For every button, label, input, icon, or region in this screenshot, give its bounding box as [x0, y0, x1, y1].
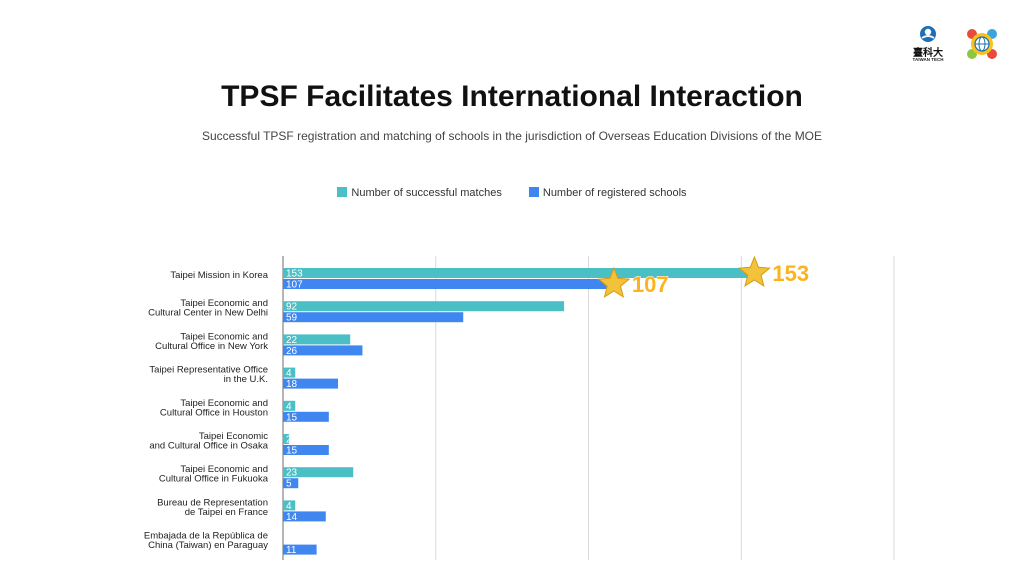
category-label: Taipei Economic and Cultural Office in Ne…	[155, 331, 268, 352]
category-label: Bureau de Representation de Taipei en Fra…	[157, 497, 268, 518]
legend-label-matches: Number of successful matches	[351, 187, 502, 200]
data-label-matches: 153	[286, 269, 303, 280]
category-label: Taipei Mission in Korea	[170, 270, 268, 281]
category-label: Taipei Economic and Cultural Center in Ne…	[148, 298, 268, 319]
data-label-matches: 2	[286, 435, 292, 446]
category-label: Taipei Representative Office in the U.K.	[149, 365, 268, 386]
bar-matches	[283, 467, 354, 478]
data-label-registered: 107	[286, 280, 303, 291]
bar-registered	[283, 511, 326, 522]
bar-registered	[283, 411, 329, 422]
bar-matches	[283, 367, 296, 378]
bar-registered	[283, 544, 317, 555]
taiwan-tech-emblem-icon	[920, 26, 936, 42]
taiwan-tech-logo: 臺科大 TAIWAN TECH	[908, 22, 948, 66]
data-label-registered: 18	[286, 379, 298, 390]
bar-registered	[283, 378, 338, 389]
bar-registered	[283, 478, 299, 489]
legend-swatch-matches	[337, 187, 348, 198]
category-label: Taipei Economic and Cultural Office in Fu…	[159, 464, 269, 485]
data-label-matches: 23	[286, 468, 298, 479]
data-label-matches: 4	[286, 368, 292, 379]
data-label-registered: 14	[286, 512, 298, 523]
highlight-value-label: 153	[772, 261, 809, 286]
data-label-registered: 26	[286, 346, 298, 357]
bar-matches	[283, 268, 751, 278]
legend-item-registered: Number of registered schools	[528, 187, 687, 200]
bar-registered	[283, 445, 329, 455]
globe-logo-icon	[967, 29, 997, 59]
legend-item-matches: Number of successful matches	[337, 187, 502, 200]
data-label-registered: 11	[286, 545, 297, 556]
data-label-matches: 4	[286, 401, 292, 412]
bar-registered	[283, 279, 610, 289]
highlight-star-icon	[597, 266, 631, 298]
category-label: Taipei Economic and Cultural Office in Ho…	[160, 398, 268, 419]
bar-matches	[283, 500, 296, 511]
taiwan-tech-en-label: TAIWAN TECH	[912, 57, 944, 62]
legend-label-registered: Number of registered schools	[542, 187, 687, 200]
data-label-registered: 5	[286, 479, 292, 490]
chart-legend: Number of successful matches Number of r…	[0, 187, 1024, 199]
taiwan-tech-cn-label: 臺科大	[913, 48, 943, 59]
data-label-matches: 22	[286, 335, 298, 346]
data-label-matches: 4	[286, 501, 292, 512]
bar-matches	[283, 434, 290, 444]
chart-subtitle: Successful TPSF registration and matchin…	[201, 129, 823, 143]
logos: 臺科大 TAIWAN TECH	[908, 22, 1004, 66]
data-label-matches: 92	[286, 302, 298, 313]
data-label-registered: 15	[286, 446, 298, 457]
category-label: Embajada de la República de China (Taiwan…	[144, 531, 268, 552]
bar-matches	[283, 400, 296, 411]
highlight-star-icon	[737, 255, 771, 287]
data-label-registered: 59	[286, 313, 298, 324]
legend-swatch-registered	[528, 187, 539, 198]
bar-matches	[283, 334, 351, 345]
category-label: Taipei Economic and Cultural Office in Os…	[149, 431, 268, 452]
data-label-registered: 15	[286, 412, 298, 423]
highlight-value-label: 107	[632, 272, 669, 297]
bar-matches	[283, 301, 565, 312]
bar-registered	[283, 345, 363, 356]
data-label-matches: 0	[286, 534, 292, 545]
chart-title: TPSF Facilitates International Interacti…	[221, 80, 803, 113]
bar-registered	[283, 312, 464, 323]
